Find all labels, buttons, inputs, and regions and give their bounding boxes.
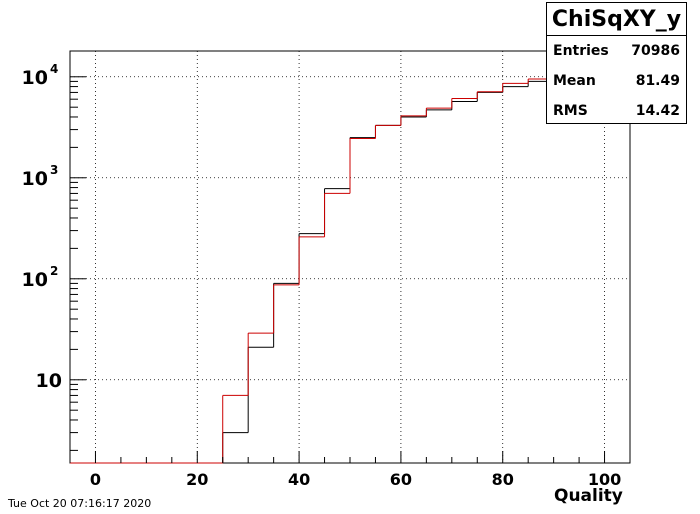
timestamp: Tue Oct 20 07:16:17 2020	[8, 497, 152, 510]
plot-frame	[69, 50, 631, 464]
y-tick-exponent: 4	[50, 62, 58, 76]
y-tick-label: 10	[22, 168, 48, 190]
y-tick-label: 10	[36, 370, 62, 392]
x-tick-label: 20	[186, 470, 208, 489]
y-tick-exponent: 2	[50, 264, 58, 278]
stats-label: RMS	[553, 103, 588, 119]
x-axis-label: Quality	[554, 486, 623, 506]
y-tick-label: 10	[22, 67, 48, 89]
x-tick-label: 0	[90, 470, 101, 489]
stats-value: 81.49	[635, 73, 680, 89]
stats-row-rms: RMS 14.42	[547, 96, 686, 126]
x-tick-label: 100	[588, 470, 621, 489]
stats-value: 14.42	[635, 103, 680, 119]
x-tick-label: 40	[288, 470, 310, 489]
stats-value: 70986	[631, 43, 680, 59]
x-tick-label: 60	[390, 470, 412, 489]
y-tick-label: 10	[22, 269, 48, 291]
x-tick-label: 80	[492, 470, 514, 489]
stats-row-entries: Entries 70986	[547, 36, 686, 66]
stats-label: Mean	[553, 73, 596, 89]
y-tick-exponent: 3	[50, 163, 58, 177]
stats-title: ChiSqXY_y	[547, 3, 686, 36]
stats-label: Entries	[553, 43, 609, 59]
stats-row-mean: Mean 81.49	[547, 66, 686, 96]
stats-box: ChiSqXY_y Entries 70986 Mean 81.49 RMS 1…	[546, 2, 687, 124]
